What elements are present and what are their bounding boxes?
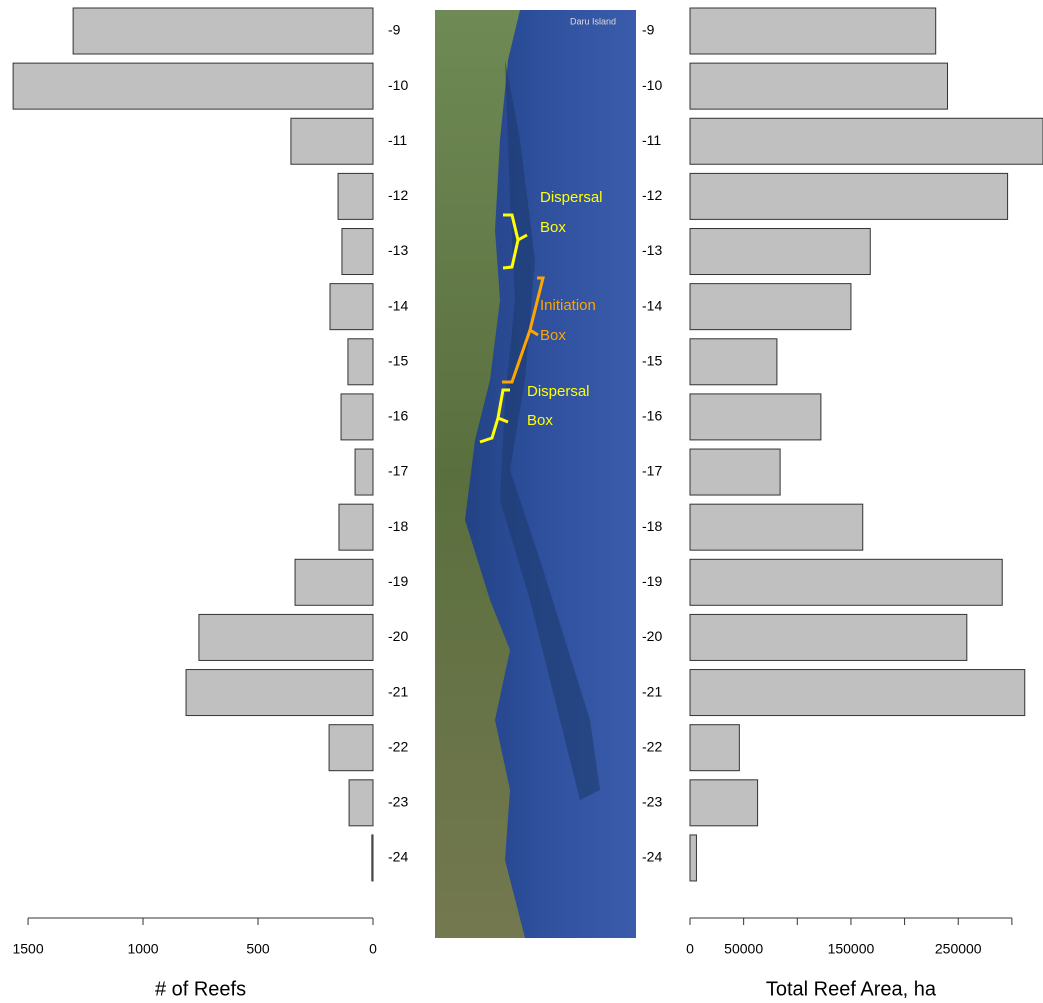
map-place: Daru Island [570, 16, 616, 26]
category-label: -18 [642, 518, 662, 534]
bar [295, 559, 373, 605]
bar [690, 670, 1025, 716]
bar [73, 8, 373, 54]
category-label: -22 [388, 738, 408, 754]
bar [690, 449, 780, 495]
category-label: -23 [642, 794, 662, 810]
category-label: -9 [642, 22, 655, 38]
x-axis-label: Total Reef Area, ha [766, 978, 937, 1000]
category-label: -21 [642, 683, 662, 699]
category-label: -13 [388, 242, 408, 258]
annotation: Box [540, 327, 566, 344]
x-tick-label: 0 [369, 941, 377, 957]
x-tick-label: 50000 [724, 941, 763, 957]
category-label: -24 [388, 849, 408, 865]
x-tick-label: 150000 [828, 941, 875, 957]
category-label: -21 [388, 683, 408, 699]
bar [690, 835, 696, 881]
category-label: -18 [388, 518, 408, 534]
category-label: -11 [642, 132, 661, 148]
annotation: Dispersal [527, 383, 590, 400]
x-tick-label: 1000 [127, 941, 158, 957]
bar [329, 725, 373, 771]
category-label: -10 [642, 77, 662, 93]
category-label: -23 [388, 794, 408, 810]
bar [355, 449, 373, 495]
x-tick-label: 250000 [935, 941, 982, 957]
bar [690, 339, 777, 385]
x-tick-label: 0 [686, 941, 694, 957]
category-label: -17 [388, 463, 408, 479]
annotation: Box [527, 412, 553, 429]
bar [341, 394, 373, 440]
category-label: -17 [642, 463, 662, 479]
bar [690, 504, 863, 550]
bar [348, 339, 373, 385]
category-label: -13 [642, 242, 662, 258]
bar [690, 229, 870, 275]
x-axis-label: # of Reefs [155, 978, 246, 1000]
bar [199, 614, 373, 660]
category-label: -14 [388, 297, 408, 313]
bar [349, 780, 373, 826]
annotation: Initiation [540, 297, 596, 314]
bar [339, 504, 373, 550]
category-label: -24 [642, 849, 662, 865]
bar [690, 63, 948, 109]
bar [690, 284, 851, 330]
category-label: -16 [388, 408, 408, 424]
category-label: -20 [642, 628, 662, 644]
category-label: -22 [642, 738, 662, 754]
bar [690, 173, 1008, 219]
map: Daru Island Dispersal Box Initiation Box… [435, 10, 636, 938]
category-label: -19 [642, 573, 662, 589]
category-label: -12 [388, 187, 408, 203]
bar [372, 835, 373, 881]
annotation: Dispersal [540, 189, 603, 206]
category-label: -14 [642, 297, 662, 313]
category-label: -15 [642, 352, 662, 368]
bar [690, 780, 758, 826]
bar [690, 8, 936, 54]
category-label: -16 [642, 408, 662, 424]
bar [186, 670, 373, 716]
category-label: -11 [388, 132, 407, 148]
x-tick-label: 1500 [12, 941, 43, 957]
category-label: -12 [642, 187, 662, 203]
bar [342, 229, 373, 275]
bar [690, 559, 1002, 605]
category-label: -10 [388, 77, 408, 93]
category-label: -20 [388, 628, 408, 644]
annotation: Box [540, 219, 566, 236]
bar [690, 118, 1043, 164]
category-label: -15 [388, 352, 408, 368]
bar [690, 614, 967, 660]
bar [330, 284, 373, 330]
bar [13, 63, 373, 109]
figure: Daru Island Dispersal Box Initiation Box… [0, 0, 1043, 1003]
category-label: -19 [388, 573, 408, 589]
bar [338, 173, 373, 219]
bar [690, 394, 821, 440]
bar [291, 118, 373, 164]
category-label: -9 [388, 22, 401, 38]
bar [690, 725, 739, 771]
x-tick-label: 500 [246, 941, 270, 957]
